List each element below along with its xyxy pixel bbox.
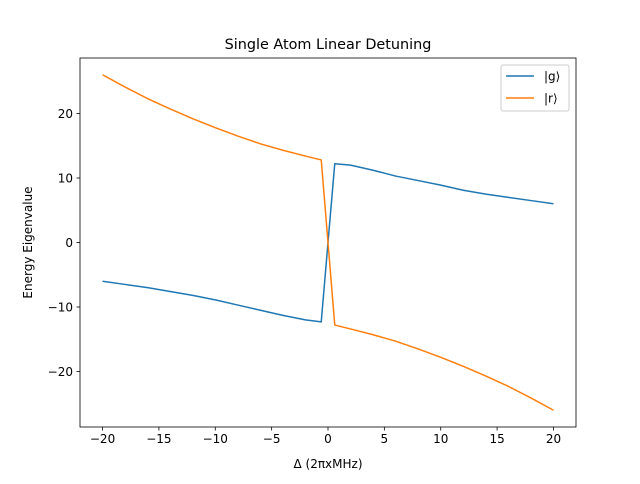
legend: |g⟩ |r⟩	[500, 64, 570, 112]
y-tick-label: −10	[48, 300, 73, 314]
plot-frame	[79, 57, 577, 428]
x-tick-label: 5	[381, 432, 389, 446]
legend-label: |g⟩	[544, 69, 560, 83]
x-tick-label: 10	[433, 432, 448, 446]
axes-layer: −20 −15 −10 −5 0 5 10 15 20 −20 −10 0 10 20	[48, 107, 561, 446]
x-tick-label: 0	[324, 432, 332, 446]
x-tick-label: 15	[489, 432, 504, 446]
x-tick-label: −20	[90, 432, 115, 446]
x-tick-label: 20	[546, 432, 561, 446]
y-tick-label: 10	[58, 171, 73, 185]
x-tick-label: −10	[203, 432, 228, 446]
legend-label: |r⟩	[544, 91, 558, 105]
y-tick-label: 20	[58, 107, 73, 121]
y-tick-label: −20	[48, 365, 73, 379]
series-layer	[102, 74, 554, 411]
y-tick-label: 0	[65, 236, 73, 250]
series-line-r	[102, 74, 554, 411]
x-tick-label: −15	[146, 432, 171, 446]
x-tick-label: −5	[263, 432, 281, 446]
y-axis-label: Energy Eigenvalue	[21, 186, 35, 298]
x-axis-label: Δ (2πxMHz)	[293, 457, 362, 471]
chart-title: Single Atom Linear Detuning	[225, 37, 432, 53]
